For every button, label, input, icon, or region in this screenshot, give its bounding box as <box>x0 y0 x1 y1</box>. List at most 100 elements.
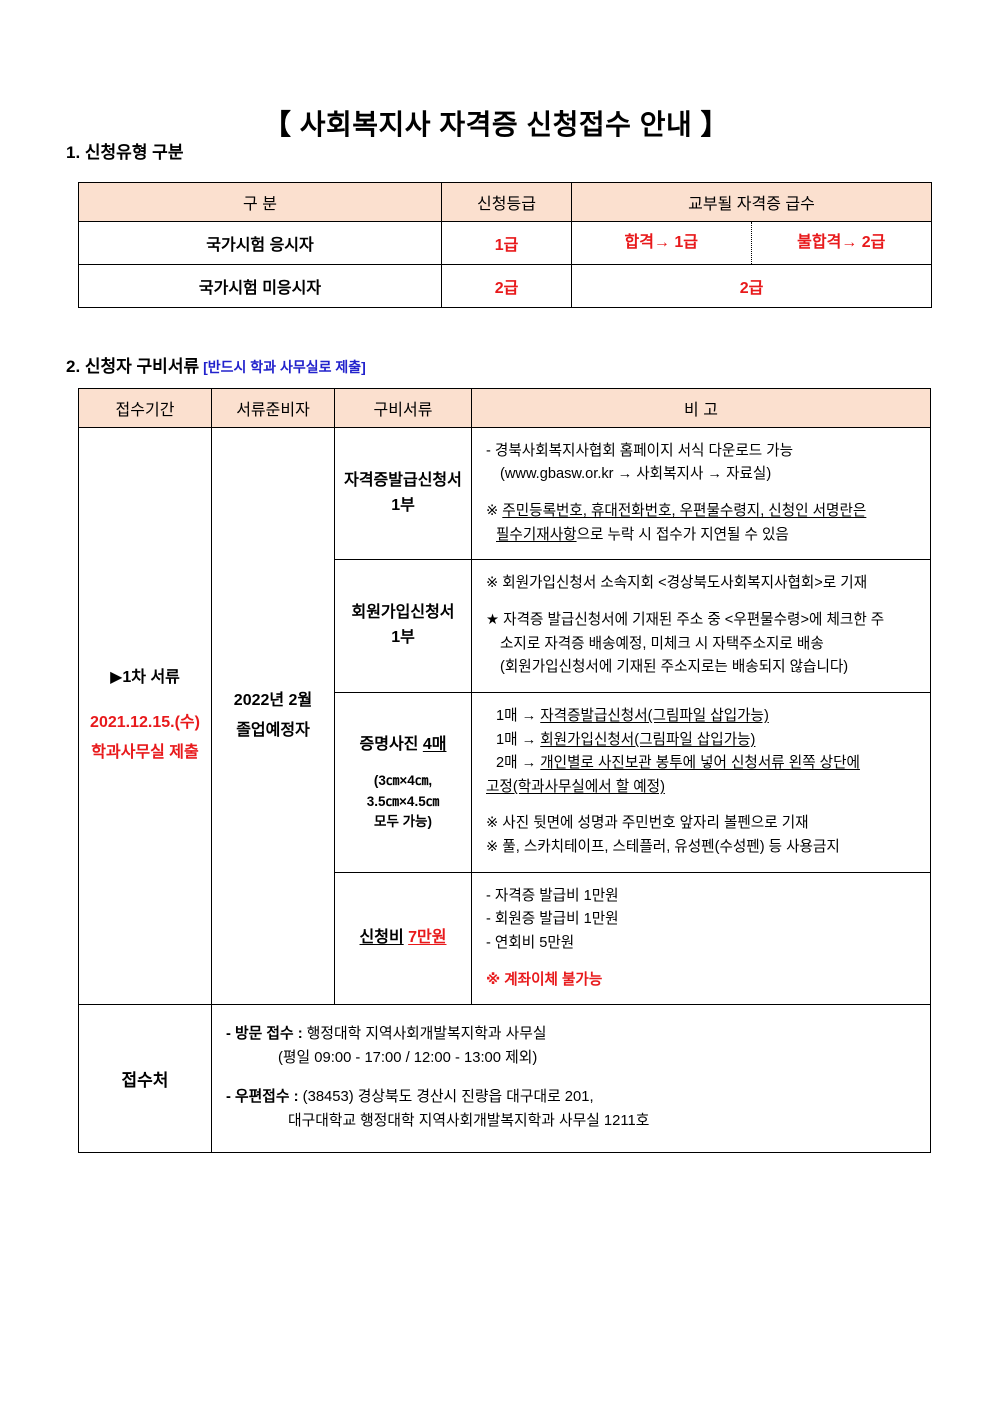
office-mail-line-2: 대구대학교 행정대학 지역사회개발복지학과 사무실 1211호 <box>226 1110 920 1134</box>
remark-plain-text: 2매 → <box>496 755 541 772</box>
split-result-wrap: 합격→ 1급 불합격→ 2급 <box>572 221 931 264</box>
table-row: ▶1차 서류 2021.12.15.(수) 학과사무실 제출 2022년 2월 … <box>78 426 931 1006</box>
col-header-preparer: 서류준비자 <box>211 387 335 428</box>
office-visit-hours: (평일 09:00 - 17:00 / 12:00 - 13:00 제외) <box>226 1047 920 1071</box>
cell-office-details: - 방문 접수 : 행정대학 지역사회개발복지학과 사무실 (평일 09:00 … <box>211 1004 931 1154</box>
section2-heading: 2. 신청자 구비서류 [반드시 학과 사무실로 제출] <box>0 356 992 378</box>
mail-value: (38453) 경상북도 경산시 진량읍 대구대로 201, <box>302 1089 594 1106</box>
mail-value-2: 대구대학교 행정대학 지역사회개발복지학과 사무실 1211호 <box>288 1113 650 1130</box>
cell-non-exam-taker-issued: 2급 <box>571 263 932 308</box>
period-line-1: ▶1차 서류 <box>110 669 180 687</box>
remark-underlined-text: 필수기재사항 <box>496 526 577 543</box>
doc-count: 4매 <box>422 735 447 753</box>
remark-plain-text: 1매 → <box>496 731 541 748</box>
remark-line: 2매 → 개인별로 사진보관 봉투에 넣어 신청서류 왼쪽 상단에 <box>486 752 920 776</box>
cell-office-label: 접수처 <box>78 1004 212 1154</box>
col-header-grade: 신청등급 <box>441 181 572 222</box>
doc-title: 증명사진 <box>359 735 419 753</box>
remark-underlined-text: 개인별로 사진보관 봉투에 넣어 신청서류 왼쪽 상단에 <box>540 755 860 772</box>
table-row: 신청비 7만원 - 자격증 발급비 1만원 - 회원증 발급비 1만원 - 연회… <box>79 871 931 1006</box>
period-line-2: 2021.12.15.(수) <box>90 713 200 731</box>
cell-doc-certificate-form: 자격증발급신청서 1부 <box>334 426 472 561</box>
table-header-row: 구 분 신청등급 교부될 자격증 급수 <box>78 181 932 222</box>
section1-heading-text: 1. 신청유형 구분 <box>66 142 184 162</box>
remark-line: ※ 주민등록번호, 휴대전화번호, 우편물수령지, 신청인 서명란은 <box>486 500 920 524</box>
preparer-line-2: 졸업예정자 <box>236 722 310 740</box>
table-row: 증명사진 4매 (3㎝×4㎝, 3.5㎝×4.5㎝ 모두 가능) 1매 → 자격… <box>79 691 931 873</box>
page-title: 【 사회복지사 자격증 신청접수 안내 】 <box>262 109 730 140</box>
remark-line: 1매 → 회원가입신청서(그림파일 삽입가능) <box>486 729 920 753</box>
remark-line: ※ 풀, 스카치테이프, 스테플러, 유성펜(수성펜) 등 사용금지 <box>486 839 840 856</box>
visit-hours: (평일 09:00 - 17:00 / 12:00 - 13:00 제외) <box>278 1050 538 1067</box>
remark-line: 소지로 자격증 배송예정, 미체크 시 자택주소지로 배송 <box>500 635 824 652</box>
cell-document-preparer: 2022년 2월 졸업예정자 <box>211 426 335 1006</box>
photo-size-line: 모두 가능) <box>374 813 432 829</box>
mail-label: - 우편접수 : <box>226 1089 299 1106</box>
remark-line: - 연회비 5만원 <box>486 935 575 952</box>
col-header-remarks: 비 고 <box>471 387 931 428</box>
fee-label: 신청비 <box>359 929 404 947</box>
photo-size-line: (3㎝×4㎝, <box>373 773 433 789</box>
remark-line: 1매 → 자격증발급신청서(그림파일 삽입가능) <box>486 705 920 729</box>
col-header-gubun: 구 분 <box>78 181 442 222</box>
photo-size-line: 3.5㎝×4.5㎝ <box>366 793 440 809</box>
doc-count: 1부 <box>391 496 415 514</box>
doc-photo-sizes: (3㎝×4㎝, 3.5㎝×4.5㎝ 모두 가능) <box>338 771 468 832</box>
doc-count: 1부 <box>391 629 415 647</box>
remark-underlined-text: 주민등록번호, 휴대전화번호, 우편물수령지, 신청인 서명란은 <box>502 503 867 520</box>
cell-remarks-certificate-form: - 경북사회복지사협회 홈페이지 서식 다운로드 가능 (www.gbasw.o… <box>471 426 931 561</box>
cell-non-exam-taker-grade: 2급 <box>441 263 572 308</box>
table-row: 국가시험 미응시자 2급 2급 <box>78 263 932 308</box>
cell-non-exam-taker: 국가시험 미응시자 <box>78 263 442 308</box>
visit-label: - 방문 접수 : <box>226 1026 303 1043</box>
cell-doc-fee: 신청비 7만원 <box>334 871 472 1006</box>
doc-title: 자격증발급신청서 <box>344 471 462 489</box>
col-header-issued-grade: 교부될 자격증 급수 <box>571 181 932 222</box>
remark-line: (회원가입신청서에 기재된 주소지로는 배송되지 않습니다) <box>500 659 849 676</box>
remark-line: ※ 회원가입신청서 소속지회 <경상북도사회복지사협회>로 기재 <box>486 575 868 592</box>
remark-underlined-text: 회원가입신청서(그림파일 삽입가능) <box>540 731 756 748</box>
visit-value: 행정대학 지역사회개발복지학과 사무실 <box>306 1026 547 1043</box>
remark-line: ★ 자격증 발급신청서에 기재된 주소 중 <우편물수령>에 체크한 주 <box>486 611 885 628</box>
cell-doc-id-photos: 증명사진 4매 (3㎝×4㎝, 3.5㎝×4.5㎝ 모두 가능) <box>334 691 472 873</box>
cell-doc-membership-form: 회원가입신청서 1부 <box>334 559 472 693</box>
preparer-line-1: 2022년 2월 <box>233 691 313 709</box>
remark-line: - 자격증 발급비 1만원 <box>486 887 619 904</box>
remark-line: - 회원증 발급비 1만원 <box>486 911 619 928</box>
remark-line: 고정(학과사무실에서 할 예정) <box>486 776 920 800</box>
required-documents-table: 접수기간 서류준비자 구비서류 비 고 ▶1차 서류 2021.12.15.(수… <box>78 387 931 1154</box>
cell-exam-taker-issued: 합격→ 1급 불합격→ 2급 <box>571 220 932 265</box>
cell-exam-taker-grade: 1급 <box>441 220 572 265</box>
col-header-documents: 구비서류 <box>334 387 472 428</box>
remark-line: - 경북사회복지사협회 홈페이지 서식 다운로드 가능 <box>486 442 794 459</box>
period-line-3: 학과사무실 제출 <box>91 744 199 762</box>
section2-heading-text: 2. 신청자 구비서류 <box>66 356 200 376</box>
table-header-row: 접수기간 서류준비자 구비서류 비 고 <box>78 387 931 428</box>
table-row: 회원가입신청서 1부 ※ 회원가입신청서 소속지회 <경상북도사회복지사협회>로… <box>79 559 931 693</box>
cell-exam-taker: 국가시험 응시자 <box>78 220 442 265</box>
remark-plain-text: 1매 → <box>496 707 541 724</box>
cell-reception-period: ▶1차 서류 2021.12.15.(수) 학과사무실 제출 <box>78 426 212 1006</box>
table-row: 국가시험 응시자 1급 합격→ 1급 불합격→ 2급 <box>78 220 932 265</box>
remark-marker: ※ <box>486 503 503 520</box>
cell-pass-result: 합격→ 1급 <box>572 221 752 264</box>
remark-underlined-text: 고정(학과사무실에서 할 예정) <box>486 778 665 795</box>
col-header-period: 접수기간 <box>78 387 212 428</box>
cell-remarks-id-photos: 1매 → 자격증발급신청서(그림파일 삽입가능) 1매 → 회원가입신청서(그림… <box>471 691 931 873</box>
remark-plain-text: 으로 누락 시 접수가 지연될 수 있음 <box>576 526 789 543</box>
remark-line: ※ 사진 뒷면에 성명과 주민번호 앞자리 볼펜으로 기재 <box>486 815 809 832</box>
cell-fail-result: 불합격→ 2급 <box>797 233 886 251</box>
remark-line-warning: ※ 계좌이체 불가능 <box>486 971 603 988</box>
fee-amount: 7만원 <box>408 929 447 947</box>
office-mail-line: - 우편접수 : (38453) 경상북도 경산시 진량읍 대구대로 201, <box>226 1086 920 1110</box>
remark-line: (www.gbasw.or.kr → 사회복지사 → 자료실) <box>500 466 772 483</box>
remark-line: 필수기재사항으로 누락 시 접수가 지연될 수 있음 <box>486 524 920 548</box>
remark-underlined-text: 자격증발급신청서(그림파일 삽입가능) <box>540 707 769 724</box>
office-visit-line: - 방문 접수 : 행정대학 지역사회개발복지학과 사무실 <box>226 1023 920 1047</box>
cell-remarks-fee: - 자격증 발급비 1만원 - 회원증 발급비 1만원 - 연회비 5만원 ※ … <box>471 871 931 1006</box>
table-row: 접수처 - 방문 접수 : 행정대학 지역사회개발복지학과 사무실 (평일 09… <box>78 1004 931 1154</box>
section1-heading: 1. 신청유형 구분 <box>0 142 992 164</box>
section2-heading-note: [반드시 학과 사무실로 제출] <box>203 358 366 375</box>
period-spacer <box>79 694 211 708</box>
